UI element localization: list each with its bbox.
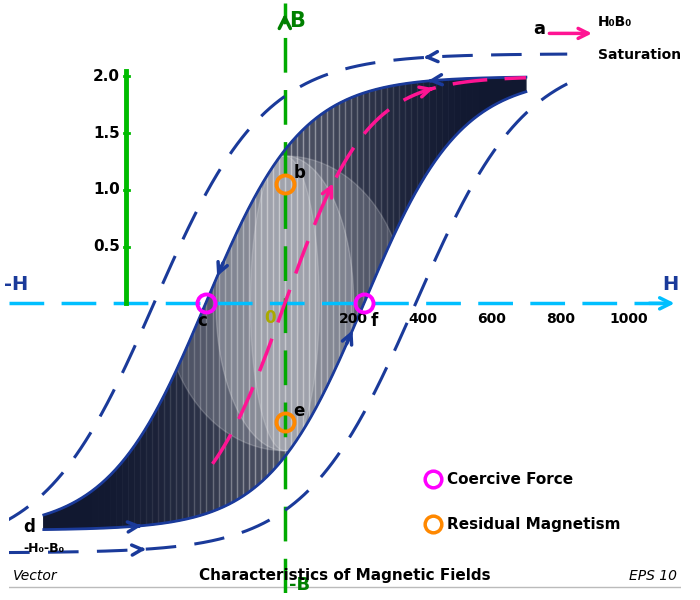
- Polygon shape: [216, 156, 354, 451]
- Text: d: d: [23, 518, 35, 536]
- Polygon shape: [309, 0, 315, 600]
- Polygon shape: [291, 0, 297, 600]
- Text: EPS 10: EPS 10: [629, 569, 678, 583]
- Text: 600: 600: [477, 313, 506, 326]
- Text: H₀B₀: H₀B₀: [598, 15, 633, 29]
- Polygon shape: [393, 0, 399, 600]
- Polygon shape: [279, 0, 285, 600]
- Polygon shape: [248, 0, 255, 600]
- Polygon shape: [225, 0, 230, 600]
- Text: -B: -B: [289, 575, 310, 593]
- Polygon shape: [188, 0, 195, 600]
- Text: a: a: [533, 20, 545, 38]
- Text: 2.0: 2.0: [93, 69, 120, 84]
- Polygon shape: [405, 0, 412, 600]
- Text: Characteristics of Magnetic Fields: Characteristics of Magnetic Fields: [199, 568, 491, 583]
- Text: B: B: [289, 11, 304, 31]
- Text: 1.5: 1.5: [94, 126, 120, 141]
- Polygon shape: [345, 0, 351, 600]
- Polygon shape: [321, 0, 327, 600]
- Text: 1.0: 1.0: [94, 182, 120, 197]
- Polygon shape: [195, 0, 200, 600]
- Polygon shape: [351, 0, 357, 600]
- Text: 200: 200: [340, 313, 368, 326]
- Polygon shape: [303, 0, 309, 600]
- Text: f: f: [371, 313, 378, 331]
- Text: -H: -H: [4, 275, 29, 294]
- Text: 0.5: 0.5: [93, 239, 120, 254]
- Polygon shape: [327, 0, 333, 600]
- Text: Saturation: Saturation: [598, 48, 681, 62]
- Polygon shape: [243, 0, 248, 600]
- Text: 400: 400: [408, 313, 437, 326]
- Polygon shape: [387, 0, 393, 600]
- Polygon shape: [339, 0, 345, 600]
- Polygon shape: [375, 0, 382, 600]
- Polygon shape: [357, 0, 363, 600]
- Text: e: e: [293, 402, 304, 420]
- Polygon shape: [251, 156, 319, 451]
- Polygon shape: [176, 0, 183, 600]
- Polygon shape: [164, 156, 405, 451]
- Polygon shape: [164, 0, 170, 600]
- Polygon shape: [260, 0, 267, 600]
- Polygon shape: [230, 0, 237, 600]
- Polygon shape: [200, 0, 206, 600]
- Polygon shape: [213, 0, 218, 600]
- Polygon shape: [273, 0, 279, 600]
- Text: 800: 800: [546, 313, 575, 326]
- Polygon shape: [267, 0, 273, 600]
- Polygon shape: [363, 0, 369, 600]
- Text: -H₀-B₀: -H₀-B₀: [23, 542, 64, 554]
- Text: Residual Magnetism: Residual Magnetism: [447, 517, 620, 532]
- Polygon shape: [44, 77, 526, 530]
- Polygon shape: [255, 0, 260, 600]
- Polygon shape: [399, 0, 405, 600]
- Polygon shape: [382, 0, 387, 600]
- Polygon shape: [285, 0, 291, 600]
- Text: H: H: [662, 275, 679, 294]
- Text: 1000: 1000: [610, 313, 648, 326]
- Polygon shape: [206, 0, 213, 600]
- Polygon shape: [218, 0, 225, 600]
- Polygon shape: [158, 0, 164, 600]
- Text: Vector: Vector: [13, 569, 57, 583]
- Polygon shape: [183, 0, 188, 600]
- Polygon shape: [297, 0, 303, 600]
- Text: b: b: [293, 164, 305, 182]
- Polygon shape: [333, 0, 339, 600]
- Polygon shape: [315, 0, 321, 600]
- Text: 0: 0: [265, 309, 277, 327]
- Polygon shape: [237, 0, 243, 600]
- Polygon shape: [170, 0, 176, 600]
- Text: Coercive Force: Coercive Force: [447, 472, 573, 487]
- Polygon shape: [369, 0, 375, 600]
- Text: c: c: [197, 313, 207, 331]
